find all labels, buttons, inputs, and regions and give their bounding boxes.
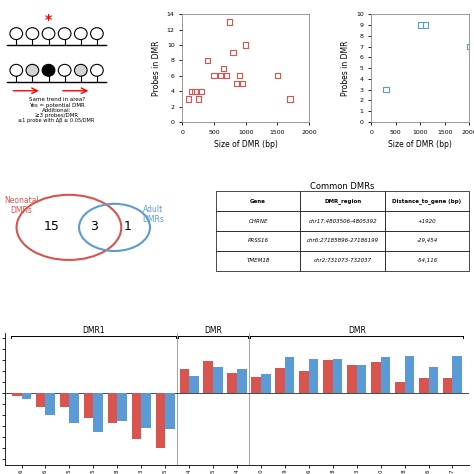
Bar xyxy=(69,393,79,423)
Text: *: * xyxy=(45,13,52,27)
Circle shape xyxy=(10,64,23,76)
Y-axis label: Probes in DMR: Probes in DMR xyxy=(152,40,161,96)
Text: Additional:: Additional: xyxy=(42,108,72,113)
Point xyxy=(232,80,240,87)
Bar xyxy=(299,371,309,393)
Bar xyxy=(443,378,453,393)
Bar xyxy=(21,393,31,399)
Text: Yes = potential DMR: Yes = potential DMR xyxy=(29,103,84,108)
Text: 15: 15 xyxy=(44,220,60,233)
Bar xyxy=(419,378,428,393)
Point xyxy=(226,18,234,26)
Circle shape xyxy=(42,64,55,76)
Y-axis label: Probes in DMR: Probes in DMR xyxy=(341,40,350,96)
Text: 3: 3 xyxy=(91,220,98,233)
Text: DMR: DMR xyxy=(348,326,365,335)
Point xyxy=(286,95,294,103)
X-axis label: Size of DMR (bp): Size of DMR (bp) xyxy=(388,140,452,149)
Text: Same trend in area?: Same trend in area? xyxy=(28,97,85,102)
Circle shape xyxy=(91,64,103,76)
Bar xyxy=(371,362,381,393)
Bar xyxy=(347,365,357,393)
Bar xyxy=(117,393,127,420)
Point xyxy=(223,72,230,80)
X-axis label: Size of DMR (bp): Size of DMR (bp) xyxy=(214,140,278,149)
Bar xyxy=(237,369,246,393)
Bar xyxy=(93,393,103,431)
Bar xyxy=(395,382,405,393)
Point xyxy=(191,87,199,95)
Point xyxy=(417,21,424,29)
Point xyxy=(219,64,227,72)
Bar xyxy=(203,361,213,393)
Point xyxy=(382,86,390,93)
Bar xyxy=(155,393,165,448)
Point xyxy=(465,43,473,50)
Bar xyxy=(132,393,141,439)
Point xyxy=(194,95,202,103)
Point xyxy=(239,80,246,87)
Text: Common DMRs: Common DMRs xyxy=(310,182,375,191)
Bar xyxy=(285,357,294,393)
Point xyxy=(198,87,205,95)
Text: 1: 1 xyxy=(124,220,132,233)
Point xyxy=(273,72,281,80)
Bar xyxy=(428,367,438,393)
Bar xyxy=(453,356,462,393)
Bar xyxy=(357,365,366,393)
Bar xyxy=(60,393,69,407)
Text: Adult
DMRs: Adult DMRs xyxy=(143,205,164,224)
Point xyxy=(210,72,218,80)
Text: Neonatal
DMRs: Neonatal DMRs xyxy=(4,196,39,215)
Text: DMR: DMR xyxy=(204,326,222,335)
Bar xyxy=(108,393,117,423)
Bar xyxy=(309,359,319,393)
Point xyxy=(229,49,237,56)
Circle shape xyxy=(58,64,71,76)
Bar xyxy=(12,393,21,396)
Bar xyxy=(213,367,223,393)
Bar xyxy=(381,357,390,393)
Bar xyxy=(405,356,414,393)
Circle shape xyxy=(26,64,39,76)
Text: ≥3 probes/DMR: ≥3 probes/DMR xyxy=(35,113,78,118)
Bar xyxy=(323,360,333,393)
Bar xyxy=(36,393,46,407)
Bar xyxy=(333,358,342,393)
Point xyxy=(185,95,192,103)
Point xyxy=(242,41,249,49)
Point xyxy=(236,72,243,80)
Circle shape xyxy=(74,64,87,76)
Bar xyxy=(46,393,55,415)
Bar xyxy=(141,393,151,428)
Bar xyxy=(261,374,271,393)
Point xyxy=(421,21,429,29)
Bar xyxy=(275,368,285,393)
Point xyxy=(217,72,224,80)
Bar xyxy=(165,393,175,429)
Bar xyxy=(180,369,189,393)
Bar xyxy=(84,393,93,418)
Bar xyxy=(189,375,199,393)
Point xyxy=(188,87,196,95)
Bar xyxy=(251,377,261,393)
Point xyxy=(204,56,211,64)
Text: ≥1 probe with Δβ ≥ 0.05/DMR: ≥1 probe with Δβ ≥ 0.05/DMR xyxy=(18,118,95,123)
Text: DMR1: DMR1 xyxy=(82,326,105,335)
Bar xyxy=(228,373,237,393)
